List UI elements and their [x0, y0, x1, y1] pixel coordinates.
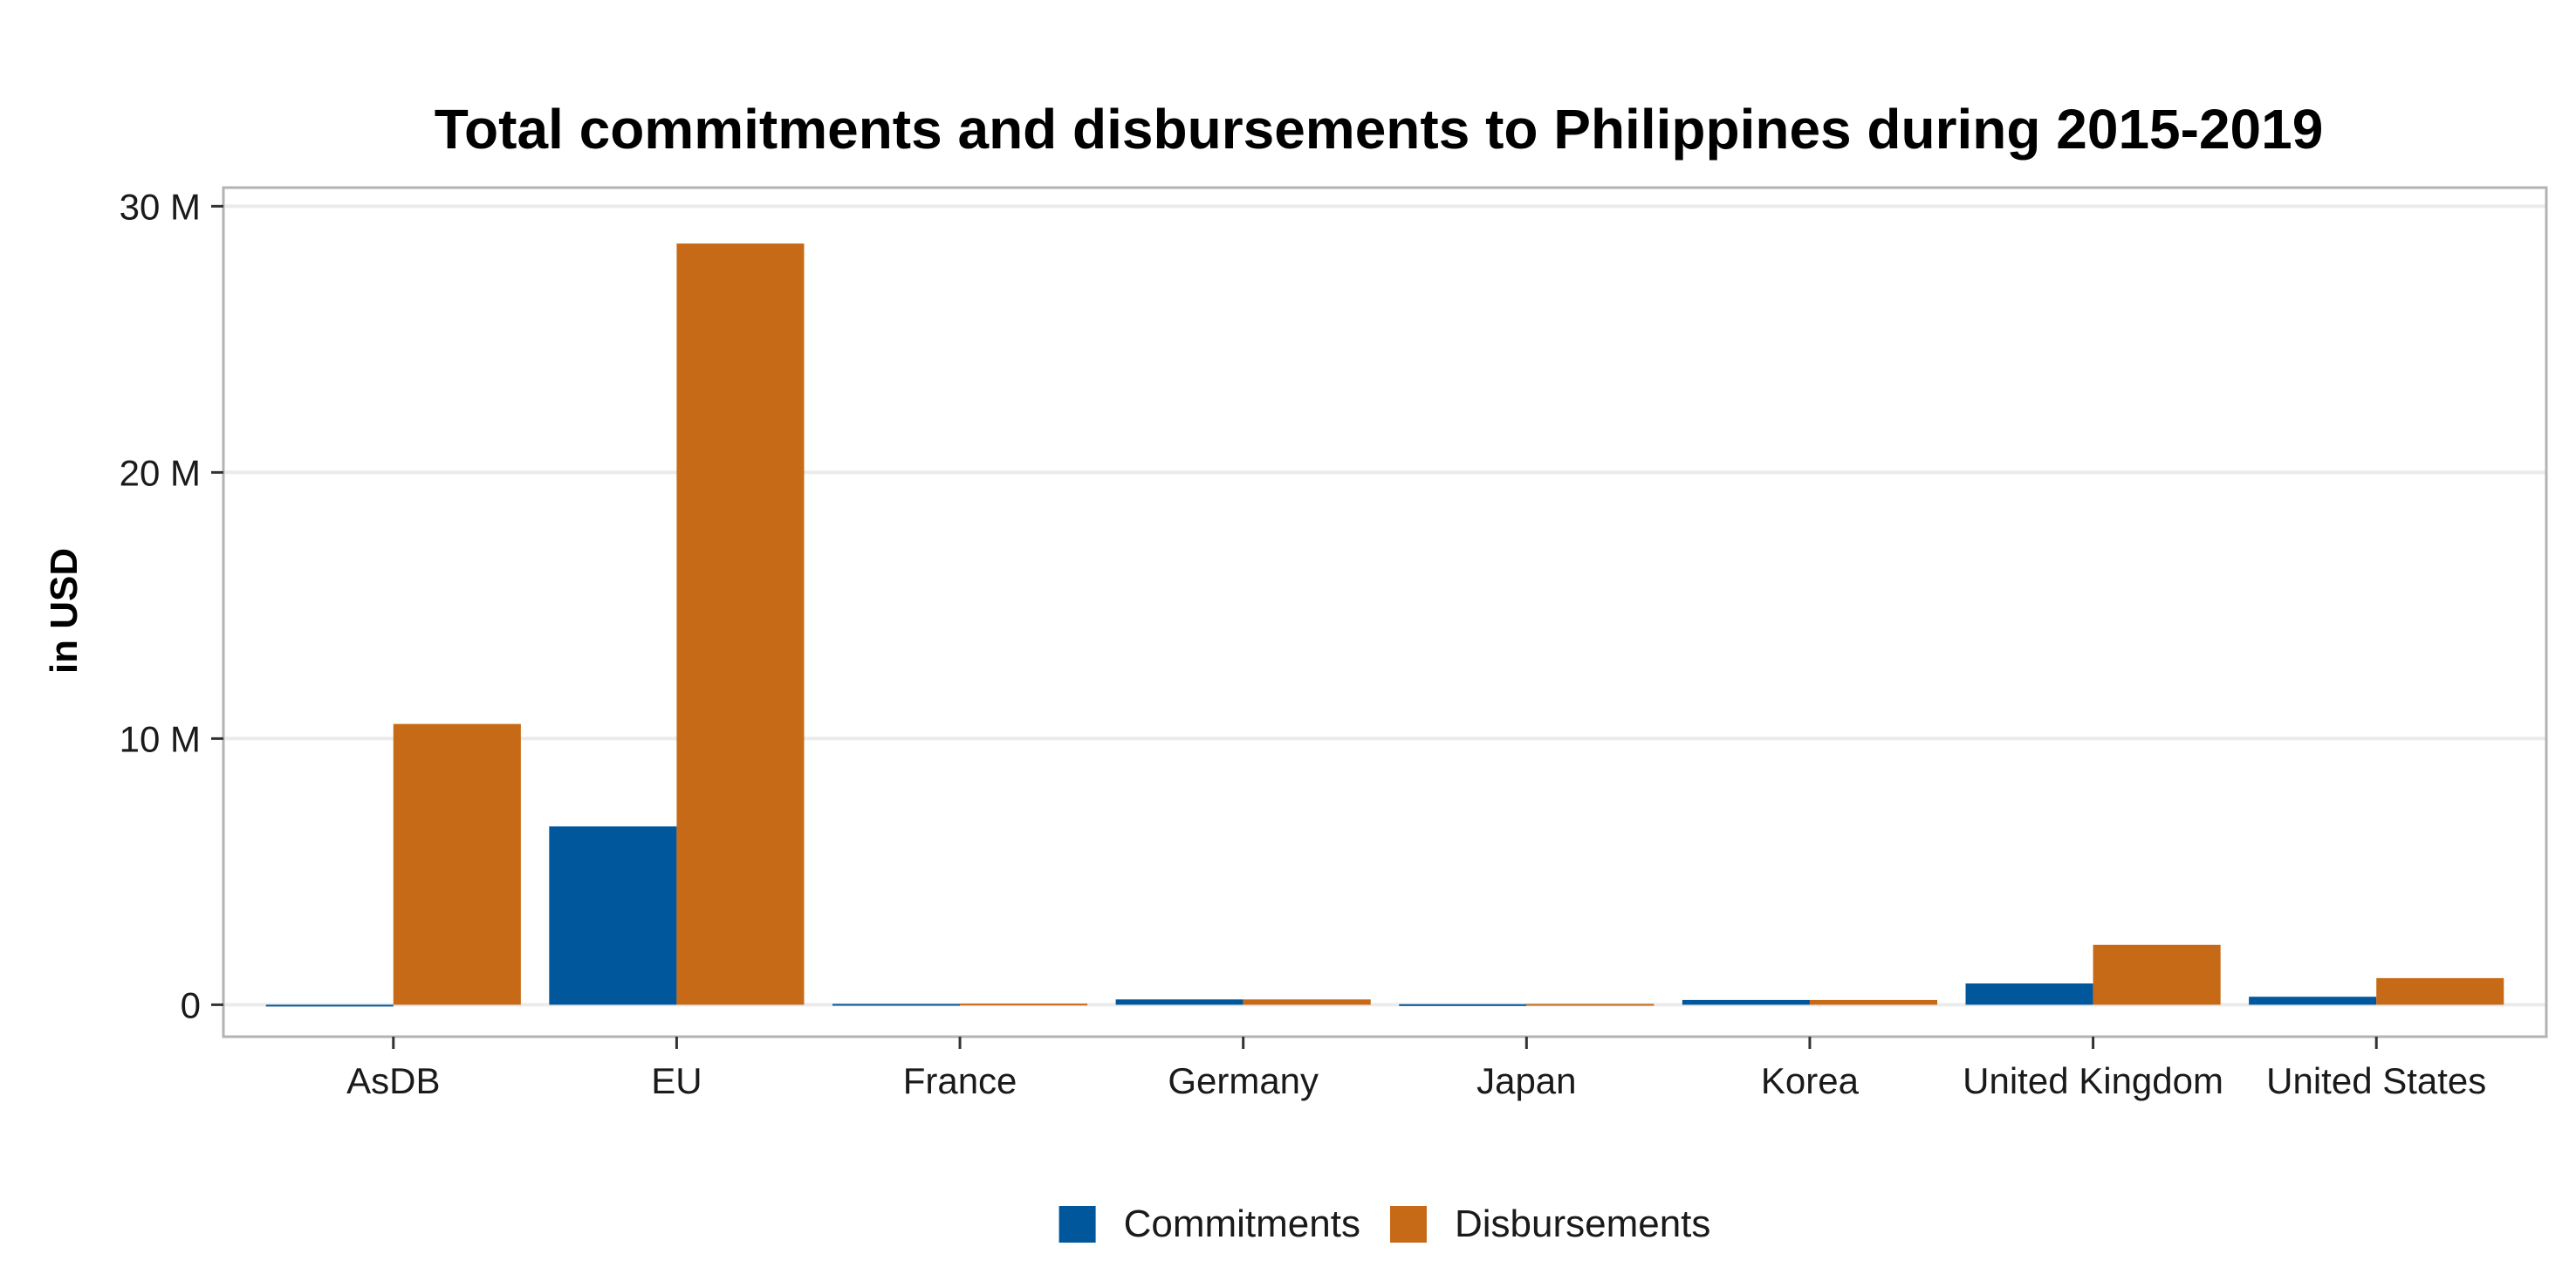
legend-swatch: [1389, 1206, 1427, 1243]
bar-disbursements-korea: [1809, 999, 1938, 1005]
y-tick-label: 30 M: [120, 186, 201, 227]
bar-commitments-japan: [1399, 1004, 1527, 1006]
bar-commitments-asdb: [265, 1004, 394, 1007]
y-tick-label: 10 M: [120, 718, 201, 759]
y-tick-label: 20 M: [120, 452, 201, 493]
x-tick-label: AsDB: [346, 1060, 440, 1101]
y-axis-title: in USD: [43, 548, 86, 674]
x-tick-label: France: [903, 1060, 1017, 1101]
legend-label: Commitments: [1124, 1202, 1360, 1245]
y-tick-label: 0: [181, 984, 201, 1025]
x-tick-label: United Kingdom: [1963, 1060, 2223, 1101]
x-axis: AsDB EU France Germany Japan Korea United King…: [346, 1037, 2486, 1101]
x-tick-label: Japan: [1476, 1060, 1576, 1101]
bar-commitments-germany: [1115, 999, 1243, 1005]
bar-disbursements-united-states: [2376, 977, 2504, 1005]
x-tick-label: EU: [651, 1060, 702, 1101]
bar-disbursements-france: [960, 1004, 1088, 1006]
bar-disbursements-japan: [1526, 1004, 1655, 1006]
chart-title: Total commitments and disbursements to P…: [435, 98, 2324, 161]
bar-commitments-united-states: [2249, 997, 2377, 1005]
bar-disbursements-eu: [676, 243, 805, 1005]
x-tick-label: Germany: [1168, 1060, 1319, 1101]
bar-disbursements-germany: [1243, 999, 1371, 1005]
bar-commitments-korea: [1682, 999, 1810, 1005]
x-tick-label: Korea: [1761, 1060, 1860, 1101]
legend: Commitments Disbursements: [1058, 1202, 1710, 1245]
legend-label: Disbursements: [1455, 1202, 1710, 1245]
x-tick-label: United States: [2266, 1060, 2486, 1101]
bar-disbursements-united-kingdom: [2093, 944, 2221, 1005]
bar-commitments-france: [832, 1004, 961, 1006]
bar-commitments-united-kingdom: [1965, 983, 2093, 1005]
bar-disbursements-asdb: [393, 723, 521, 1005]
legend-item-disbursements: Disbursements: [1389, 1202, 1710, 1245]
legend-swatch: [1058, 1206, 1096, 1243]
legend-item-commitments: Commitments: [1058, 1202, 1360, 1245]
plot-panel-border: [222, 186, 2548, 1038]
bars: [265, 243, 2504, 1007]
bar-commitments-eu: [549, 826, 677, 1005]
y-axis: 0 10 M 20 M 30 M: [120, 186, 223, 1025]
